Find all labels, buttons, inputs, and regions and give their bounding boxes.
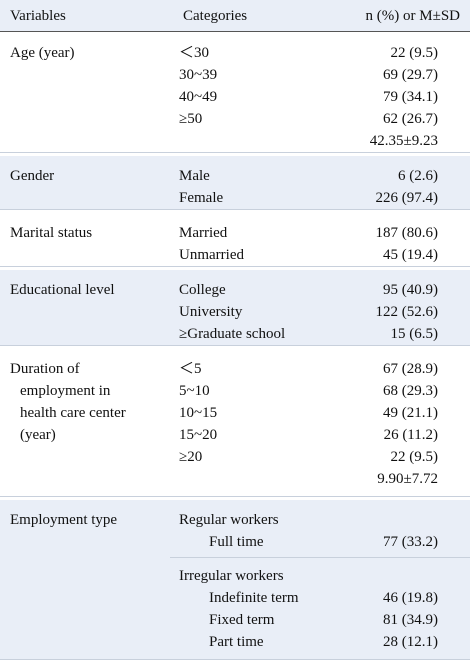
value-cell: 22 (9.5): [390, 449, 439, 465]
value-cell: 22 (9.5): [390, 45, 439, 61]
category-cell: Female: [179, 190, 224, 206]
category-cell: ＜30: [179, 45, 210, 61]
variable-cell: Gender: [10, 168, 55, 184]
group-separator: [170, 557, 470, 558]
variable-cell: health care center: [20, 405, 126, 421]
category-cell: Indefinite term: [209, 590, 299, 606]
category-cell: ＜5: [179, 361, 202, 377]
header-cell: n (%) or M±SD: [365, 8, 460, 24]
category-cell: Unmarried: [179, 247, 244, 263]
table-row: Employment type Regular workers Full time 7…: [0, 500, 470, 660]
value-cell: 62 (26.7): [383, 111, 438, 127]
category-cell: ≥50: [179, 111, 203, 127]
category-cell: 40~49: [179, 89, 218, 105]
category-cell: 5~10: [179, 383, 210, 399]
category-cell: Married: [179, 225, 228, 241]
value-cell: 187 (80.6): [375, 225, 439, 241]
header-cell: Categories: [183, 8, 248, 24]
value-cell: 81 (34.9): [383, 612, 438, 628]
value-cell: 226 (97.4): [375, 190, 439, 206]
value-cell: 9.90±7.72: [377, 471, 438, 487]
category-cell: ≥Graduate school: [179, 326, 286, 342]
category-cell: 15~20: [179, 427, 218, 443]
value-cell: 49 (21.1): [383, 405, 438, 421]
value-cell: 42.35±9.23: [369, 133, 438, 149]
value-cell: 46 (19.8): [383, 590, 438, 606]
value-cell: 6 (2.6): [398, 168, 438, 184]
category-cell: Male: [179, 168, 210, 184]
header-row: Variables Categories n (%) or M±SD: [0, 0, 470, 32]
category-cell: College: [179, 282, 226, 298]
category-cell: Regular workers: [179, 512, 279, 528]
category-cell: Full time: [209, 534, 264, 550]
value-cell: 69 (29.7): [383, 67, 438, 83]
value-cell: 67 (28.9): [383, 361, 438, 377]
category-cell: University: [179, 304, 243, 320]
value-cell: 15 (6.5): [390, 326, 439, 342]
variable-cell: Employment type: [10, 512, 118, 528]
table-row: Age (year) ＜30 22 (9.5) 30~39 69 (29.7) 40~49…: [0, 33, 470, 153]
table-row: Marital status Married 187 (80.6) Unmarried…: [0, 213, 470, 267]
table-row: Gender Male 6 (2.6) Female 226 (97.4): [0, 156, 470, 210]
value-cell: 45 (19.4): [383, 247, 438, 263]
value-cell: 77 (33.2): [383, 534, 438, 550]
variable-cell: Duration of: [10, 361, 80, 377]
category-cell: Part time: [209, 634, 264, 650]
header-cell: Variables: [10, 8, 66, 24]
category-cell: ≥20: [179, 449, 203, 465]
table-row: Educational level College 95 (40.9) Univers…: [0, 270, 470, 346]
value-cell: 28 (12.1): [383, 634, 438, 650]
value-cell: 79 (34.1): [383, 89, 438, 105]
category-cell: Fixed term: [209, 612, 275, 628]
category-cell: Irregular workers: [179, 568, 284, 584]
variable-cell: Educational level: [10, 282, 115, 298]
value-cell: 26 (11.2): [383, 427, 438, 443]
table-row: Duration of employment in health care cent…: [0, 349, 470, 497]
variable-cell: employment in: [20, 383, 111, 399]
value-cell: 68 (29.3): [383, 383, 438, 399]
variable-cell: Age (year): [10, 45, 75, 61]
category-cell: 30~39: [179, 67, 218, 83]
value-cell: 95 (40.9): [383, 282, 438, 298]
value-cell: 122 (52.6): [375, 304, 439, 320]
category-cell: 10~15: [179, 405, 218, 421]
variable-cell: (year): [20, 427, 56, 443]
variable-cell: Marital status: [10, 225, 93, 241]
